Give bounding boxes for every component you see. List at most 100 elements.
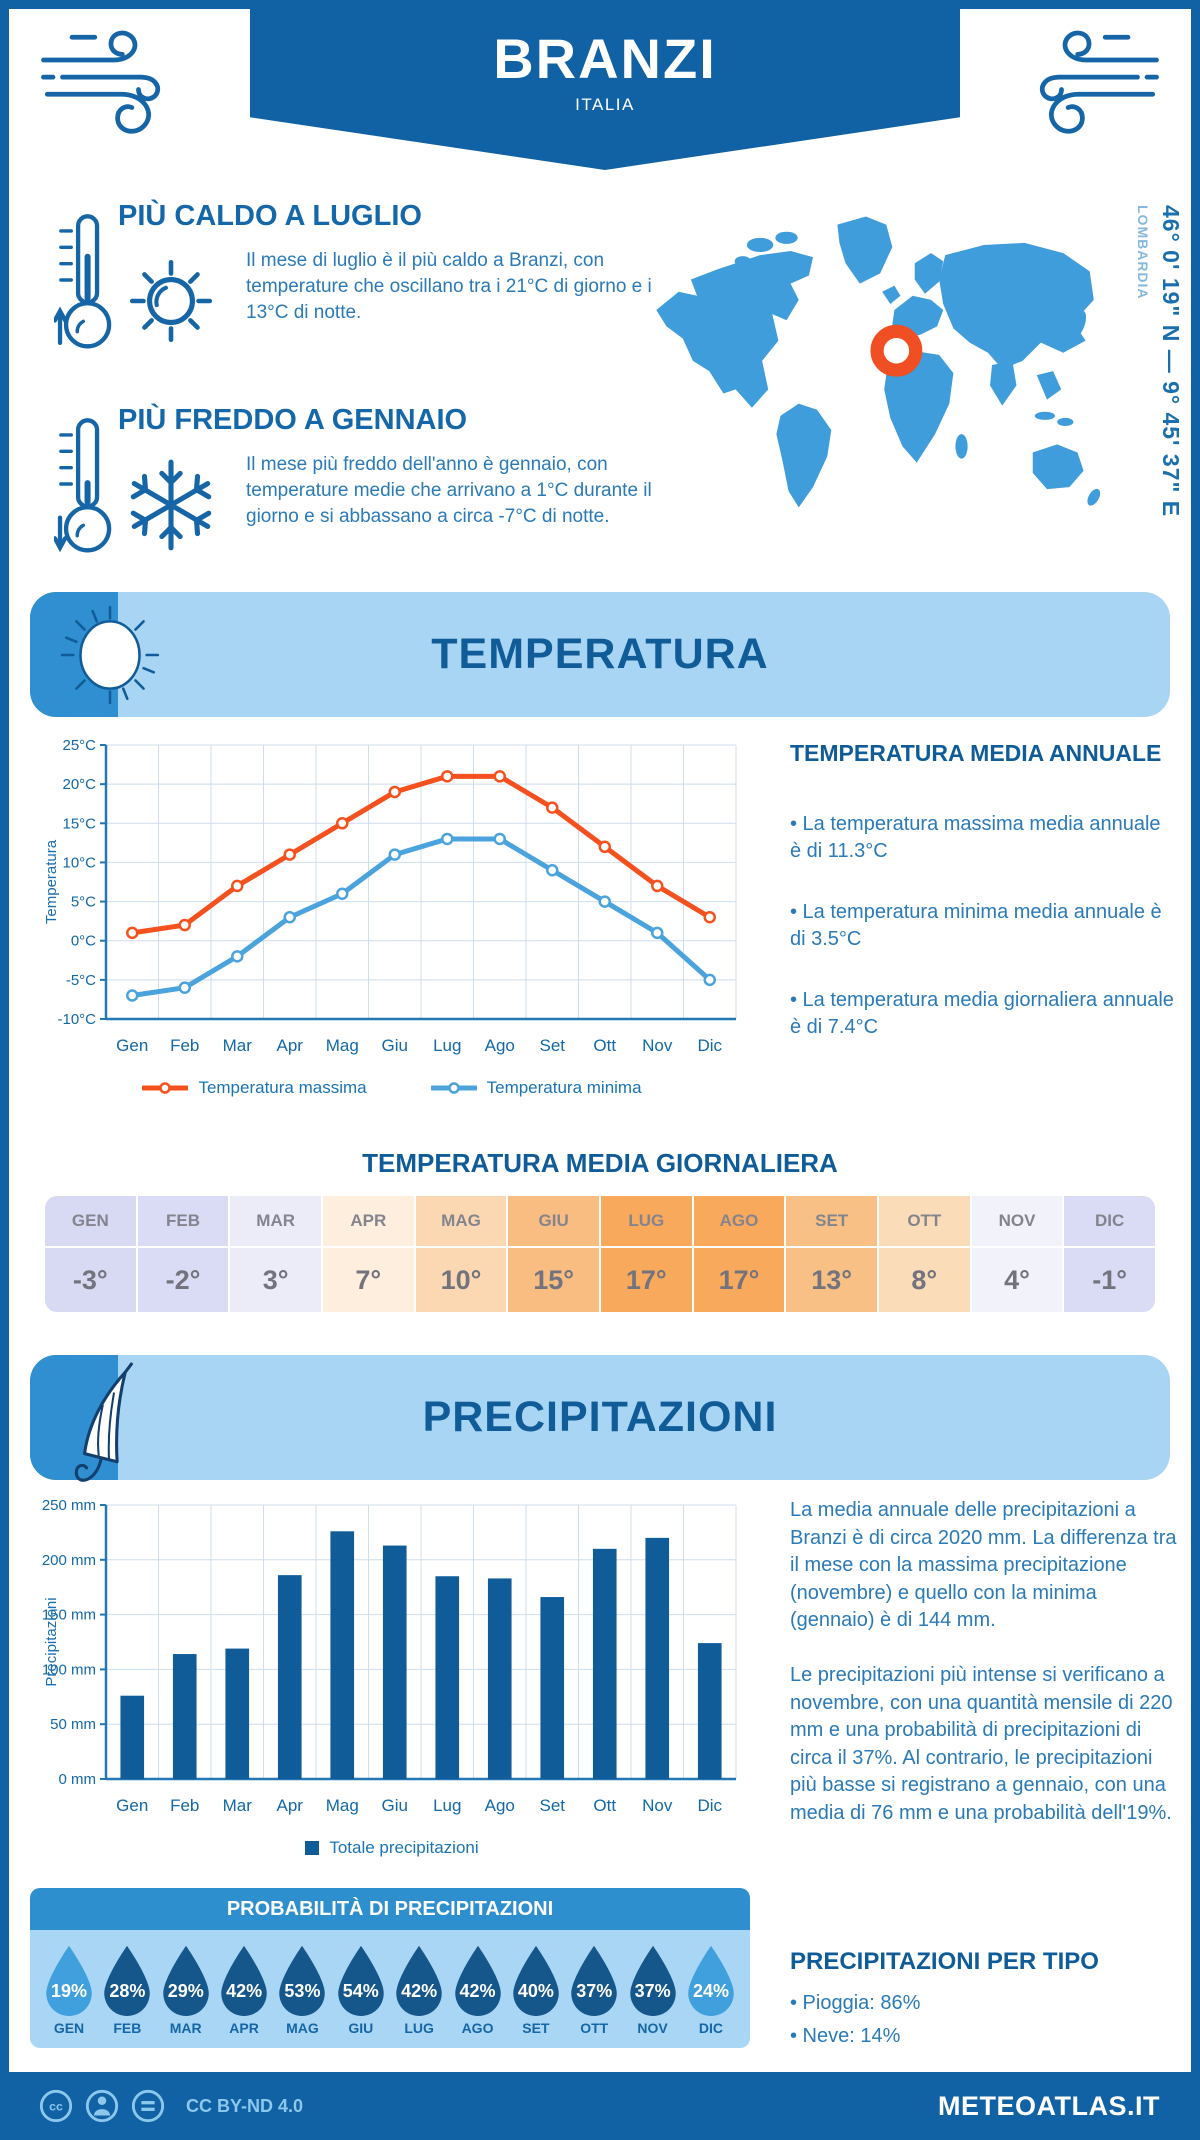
hottest-month-title: PIÙ CALDO A LUGLIO	[118, 200, 422, 232]
daily-table-value: 10°	[440, 1265, 482, 1295]
probability-title: PROBABILITÀ DI PRECIPITAZIONI	[30, 1888, 750, 1930]
probability-month: GIU	[348, 2020, 374, 2036]
probability-droplet: 28% FEB	[100, 1944, 154, 2036]
svg-text:Dic: Dic	[697, 1036, 722, 1055]
raindrop-icon	[396, 1945, 442, 2016]
svg-text:50 mm: 50 mm	[50, 1716, 96, 1733]
probability-droplet: 37% OTT	[567, 1944, 621, 2036]
probability-month: LUG	[404, 2020, 434, 2036]
probability-droplet: 53% MAG	[275, 1944, 329, 2036]
daily-table-month: NOV	[971, 1196, 1063, 1248]
probability-value: 42%	[459, 1981, 496, 2001]
raindrop-icon	[454, 1945, 501, 2016]
location-ring-marker	[870, 324, 923, 377]
daily-table-month: AGO	[693, 1196, 785, 1248]
svg-text:Feb: Feb	[170, 1796, 199, 1815]
footer: cc CC BY-ND 4.0 METEOATLAS.IT	[0, 2072, 1200, 2140]
title-banner: BRANZI ITALIA	[250, 0, 960, 170]
daily-table-column: DIC -1°	[1064, 1196, 1155, 1312]
svg-text:Apr: Apr	[277, 1036, 304, 1055]
raindrop-icon	[162, 1945, 209, 2016]
daily-table-column: OTT 8°	[878, 1196, 970, 1312]
svg-text:Set: Set	[539, 1036, 565, 1055]
daily-table-column: SET 13°	[786, 1196, 877, 1312]
precipitation-probability-box: PROBABILITÀ DI PRECIPITAZIONI 19% GEN 28% F…	[30, 1888, 750, 2048]
daily-table-month: MAG	[415, 1196, 507, 1248]
daily-table-value: 3°	[262, 1265, 289, 1295]
geo-coordinates-block: LOMBARDIA 46° 0' 19" N — 9° 45' 37" E	[1135, 205, 1184, 517]
daily-table-month: APR	[322, 1196, 414, 1248]
probability-droplet: 42% LUG	[392, 1944, 446, 2036]
svg-text:100 mm: 100 mm	[42, 1661, 96, 1678]
probability-month: NOV	[637, 2020, 668, 2036]
precipitation-type-panel: PRECIPITAZIONI PER TIPO • Pioggia: 86% •…	[790, 1948, 1175, 2058]
probability-month: SET	[522, 2020, 550, 2036]
temperature-section-banner: TEMPERATURA	[30, 592, 1170, 717]
daily-table-value: 13°	[811, 1265, 853, 1295]
svg-text:Mar: Mar	[223, 1036, 253, 1055]
probability-value: 37%	[634, 1981, 671, 2001]
svg-text:-5°C: -5°C	[66, 972, 96, 989]
svg-text:-10°C: -10°C	[57, 1011, 96, 1028]
svg-text:150 mm: 150 mm	[42, 1607, 96, 1624]
svg-text:15°C: 15°C	[62, 815, 96, 832]
svg-text:10°C: 10°C	[62, 854, 96, 871]
annual-bullet: • La temperatura massima media annuale è…	[790, 813, 1161, 862]
raindrop-icon	[513, 1945, 559, 2016]
probability-value: 42%	[401, 1981, 438, 2001]
page-subtitle: ITALIA	[575, 95, 635, 114]
svg-text:Feb: Feb	[170, 1036, 199, 1055]
precipitation-section-title: PRECIPITAZIONI	[422, 1393, 778, 1441]
daily-table-month: OTT	[878, 1196, 970, 1248]
precipitation-paragraph: Le precipitazioni più intense si verific…	[790, 1663, 1173, 1824]
precipitation-paragraph: La media annuale delle precipitazioni a …	[790, 1499, 1177, 1632]
raindrop-icon	[629, 1945, 676, 2016]
daily-table-month: FEB	[137, 1196, 229, 1248]
daily-table-column: LUG 17°	[600, 1196, 692, 1312]
svg-text:Giu: Giu	[382, 1036, 408, 1055]
svg-text:200 mm: 200 mm	[42, 1552, 96, 1569]
page-title: BRANZI	[493, 27, 717, 90]
snowflake-icon	[120, 454, 222, 556]
wind-icon	[1014, 18, 1166, 142]
daily-table-column: NOV 4°	[971, 1196, 1063, 1312]
precipitation-summary: La media annuale delle precipitazioni a …	[790, 1497, 1180, 1855]
daily-table-value: -2°	[165, 1265, 201, 1295]
probability-month: MAG	[286, 2020, 319, 2036]
coldest-month-title: PIÙ FREDDO A GENNAIO	[118, 404, 468, 436]
svg-text:Apr: Apr	[277, 1796, 304, 1815]
probability-droplet: 24% DIC	[684, 1944, 738, 2036]
svg-text:Dic: Dic	[697, 1796, 722, 1815]
legend-item: Totale precipitazioni	[305, 1838, 479, 1858]
probability-value: 29%	[167, 1981, 204, 2001]
svg-text:20°C: 20°C	[62, 776, 96, 793]
svg-text:25°C: 25°C	[62, 737, 96, 754]
probability-month: MAR	[169, 2020, 202, 2036]
hottest-month-text: Il mese di luglio è il più caldo a Branz…	[246, 250, 652, 323]
daily-table-column: APR 7°	[322, 1196, 414, 1312]
coldest-month-text: Il mese più freddo dell'anno è gennaio, …	[246, 454, 652, 527]
probability-value: 42%	[226, 1981, 263, 2001]
hottest-month-fact: PIÙ CALDO A LUGLIO Il mese di luglio è i…	[52, 200, 658, 403]
probability-droplet: 42% AGO	[451, 1944, 505, 2036]
annual-temperature-title: TEMPERATURA MEDIA ANNUALE	[790, 740, 1162, 766]
cc-nd-icon	[131, 2089, 165, 2123]
svg-text:5°C: 5°C	[71, 894, 96, 911]
daily-table-value: -1°	[1092, 1265, 1128, 1295]
brand-label: METEOATLAS.IT	[938, 2090, 1160, 2121]
daily-table-column: MAR 3°	[230, 1196, 321, 1312]
svg-text:Set: Set	[539, 1796, 565, 1815]
raindrop-icon	[338, 1945, 384, 2016]
daily-table-column: GEN -3°	[45, 1196, 136, 1312]
svg-text:Temperatura: Temperatura	[43, 839, 60, 924]
daily-table-month: LUG	[600, 1196, 692, 1248]
temperature-section-title: TEMPERATURA	[431, 630, 769, 678]
svg-text:Mag: Mag	[326, 1796, 359, 1815]
precipitation-type-bullet: • Neve: 14%	[790, 2025, 901, 2047]
raindrop-icon	[104, 1945, 151, 2016]
raindrop-icon	[571, 1945, 617, 2016]
legend-item: Temperatura massima	[142, 1078, 367, 1098]
probability-value: 28%	[109, 1981, 146, 2001]
probability-month: APR	[229, 2020, 259, 2036]
precipitation-type-bullet: • Pioggia: 86%	[790, 1992, 921, 2014]
